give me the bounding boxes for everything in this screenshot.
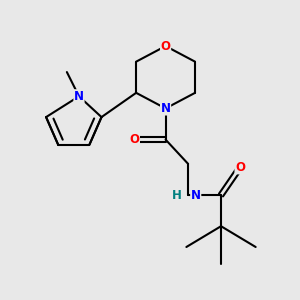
Text: O: O [235, 161, 245, 174]
Text: N: N [160, 102, 171, 115]
Text: O: O [129, 133, 140, 146]
Text: N: N [191, 188, 201, 202]
Text: O: O [160, 40, 171, 52]
Text: N: N [74, 90, 84, 103]
Text: H: H [172, 188, 182, 202]
